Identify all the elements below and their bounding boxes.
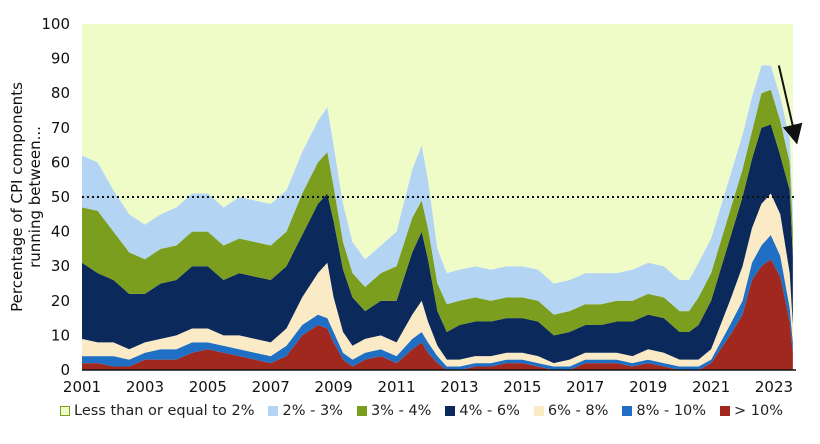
area-2-3 xyxy=(82,65,793,315)
x-tick-label: 2009 xyxy=(315,378,353,396)
y-tick-label: 20 xyxy=(51,292,70,310)
legend-item: > 10% xyxy=(720,403,783,419)
area-series-group xyxy=(82,24,793,370)
legend-swatch xyxy=(622,406,633,416)
y-axis-label: Percentage of CPI componentsrunning betw… xyxy=(8,82,44,312)
x-tick-label: 2021 xyxy=(692,378,730,396)
legend-swatch xyxy=(720,406,731,416)
legend-label: 8% - 10% xyxy=(636,403,707,419)
legend-swatch xyxy=(533,406,544,416)
y-tick-label: 10 xyxy=(51,326,70,344)
y-tick-label: 30 xyxy=(51,257,70,275)
x-tick-label: 2015 xyxy=(503,378,541,396)
x-tick-label: 2017 xyxy=(566,378,604,396)
legend-label: > 10% xyxy=(734,403,784,419)
legend-label: 6% - 8% xyxy=(547,403,609,419)
x-tick-label: 2023 xyxy=(755,378,793,396)
y-tick-label: 80 xyxy=(51,84,70,102)
area-4-6 xyxy=(82,124,793,364)
y-tick-label: 40 xyxy=(51,223,70,241)
x-tick-label: 2007 xyxy=(252,378,290,396)
area-10 xyxy=(82,259,793,370)
x-tick-label: 2003 xyxy=(126,378,164,396)
legend-swatch xyxy=(445,406,456,416)
y-tick-label: 0 xyxy=(60,361,70,379)
legend-label: Less than or equal to 2% xyxy=(74,403,255,419)
y-tick-label: 100 xyxy=(41,15,70,33)
legend-swatch xyxy=(268,406,279,416)
area-less-than-or-equal-to-2 xyxy=(82,24,793,284)
y-axis-ticks: 0 10 20 30 40 50 60 70 80 90 100 xyxy=(41,15,70,379)
y-tick-label: 60 xyxy=(51,153,70,171)
legend-item: 6% - 8% xyxy=(533,403,609,419)
legend-label: 4% - 6% xyxy=(459,403,520,419)
legend-item: 3% - 4% xyxy=(356,403,432,419)
legend-label: 2% - 3% xyxy=(282,403,343,419)
legend-item: 8% - 10% xyxy=(622,403,706,419)
x-tick-label: 2019 xyxy=(629,378,667,396)
x-tick-label: 2011 xyxy=(377,378,415,396)
y-tick-label: 70 xyxy=(51,119,70,137)
area-8-10 xyxy=(82,235,793,370)
x-tick-label: 2001 xyxy=(63,378,101,396)
legend-item: 2% - 3% xyxy=(268,403,343,419)
legend-label: 3% - 4% xyxy=(370,403,432,419)
area-6-8 xyxy=(82,193,793,367)
x-tick-label: 2013 xyxy=(440,378,478,396)
legend-item: 4% - 6% xyxy=(445,403,520,419)
legend: Less than or equal to 2% 2% - 3% 3% - 4% 4%… xyxy=(60,403,783,419)
legend-item: Less than or equal to 2% xyxy=(60,403,254,419)
down-arrow-annotation xyxy=(777,65,803,145)
y-tick-label: 90 xyxy=(51,50,70,68)
x-axis-ticks: 2001 2003 2005 2007 2009 2011 2013 2015 2017 2019… xyxy=(63,378,793,396)
area-3-4 xyxy=(82,89,793,336)
legend-swatch xyxy=(60,406,70,416)
legend-swatch xyxy=(356,406,367,416)
y-tick-label: 50 xyxy=(51,188,70,206)
x-tick-label: 2005 xyxy=(189,378,227,396)
